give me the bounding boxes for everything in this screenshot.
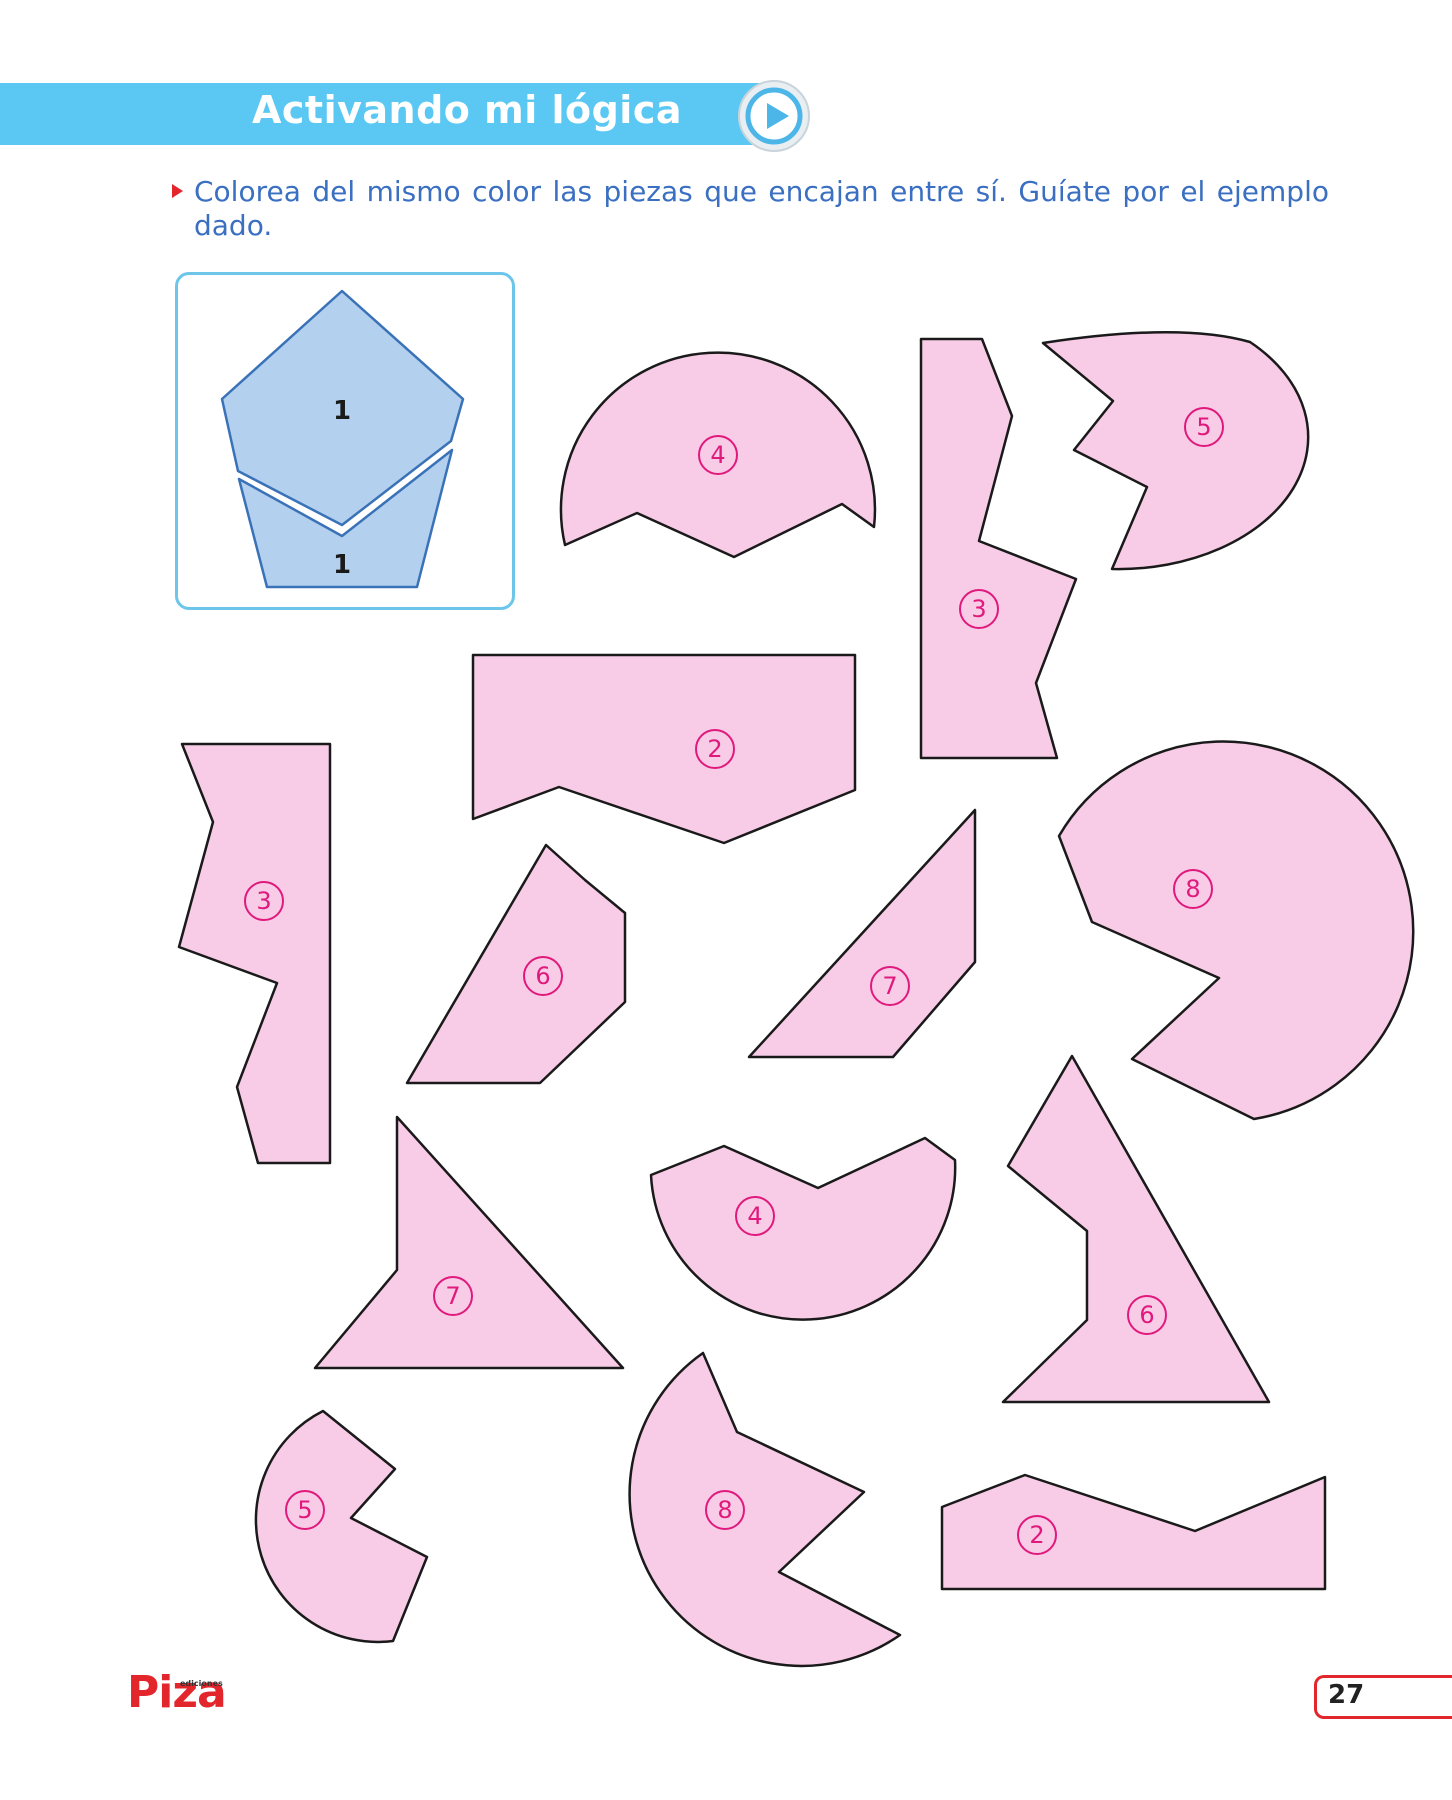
piece-label: 5 (297, 1496, 312, 1524)
piece-label: 4 (710, 441, 725, 469)
example-piece-bottom (237, 448, 454, 589)
piece-label: 3 (971, 595, 986, 623)
piece-3-left (177, 742, 332, 1165)
instruction-text: Colorea del mismo color las piezas que e… (194, 175, 1329, 242)
title-banner (0, 83, 770, 145)
piece-label: 3 (256, 887, 271, 915)
piece-4-top (559, 351, 877, 559)
example-label-bottom: 1 (333, 550, 351, 580)
piece-2-bottom (940, 1473, 1327, 1591)
piece-7-middle (747, 808, 977, 1059)
page-number: 27 (1328, 1680, 1365, 1710)
page-number-box (1314, 1675, 1452, 1719)
piece-6-bottom (1001, 1054, 1271, 1404)
piece-label: 6 (535, 962, 550, 990)
piece-label: 8 (717, 1496, 732, 1524)
piece-8-right (1057, 740, 1415, 1121)
piece-5-bottom (254, 1409, 429, 1644)
piece-3-top (919, 337, 1078, 760)
piece-label: 2 (1029, 1521, 1044, 1549)
piece-label: 5 (1196, 413, 1211, 441)
piece-6-middle (405, 843, 627, 1085)
piece-5-top (1041, 331, 1310, 571)
piece-2-middle (471, 653, 857, 845)
example-box (175, 272, 515, 610)
piece-label: 7 (882, 972, 897, 1000)
piece-label: 2 (707, 735, 722, 763)
example-piece-top (220, 289, 465, 527)
example-pieces: 1 1 (220, 289, 465, 589)
piece-label: 6 (1139, 1301, 1154, 1329)
piece-8-bottom (628, 1351, 902, 1668)
publisher-logo-small: ediciones (180, 1679, 223, 1688)
piece-label: 8 (1185, 875, 1200, 903)
play-circle-icon[interactable] (737, 79, 811, 153)
piece-7-bottom (313, 1115, 625, 1370)
piece-4-bottom (649, 1136, 957, 1321)
piece-label: 7 (445, 1282, 460, 1310)
publisher-logo: Piza (127, 1667, 227, 1718)
bullet-arrow-icon (172, 184, 183, 198)
piece-label: 4 (747, 1202, 762, 1230)
page-title: Activando mi lógica (252, 88, 683, 132)
example-label-top: 1 (333, 396, 351, 426)
